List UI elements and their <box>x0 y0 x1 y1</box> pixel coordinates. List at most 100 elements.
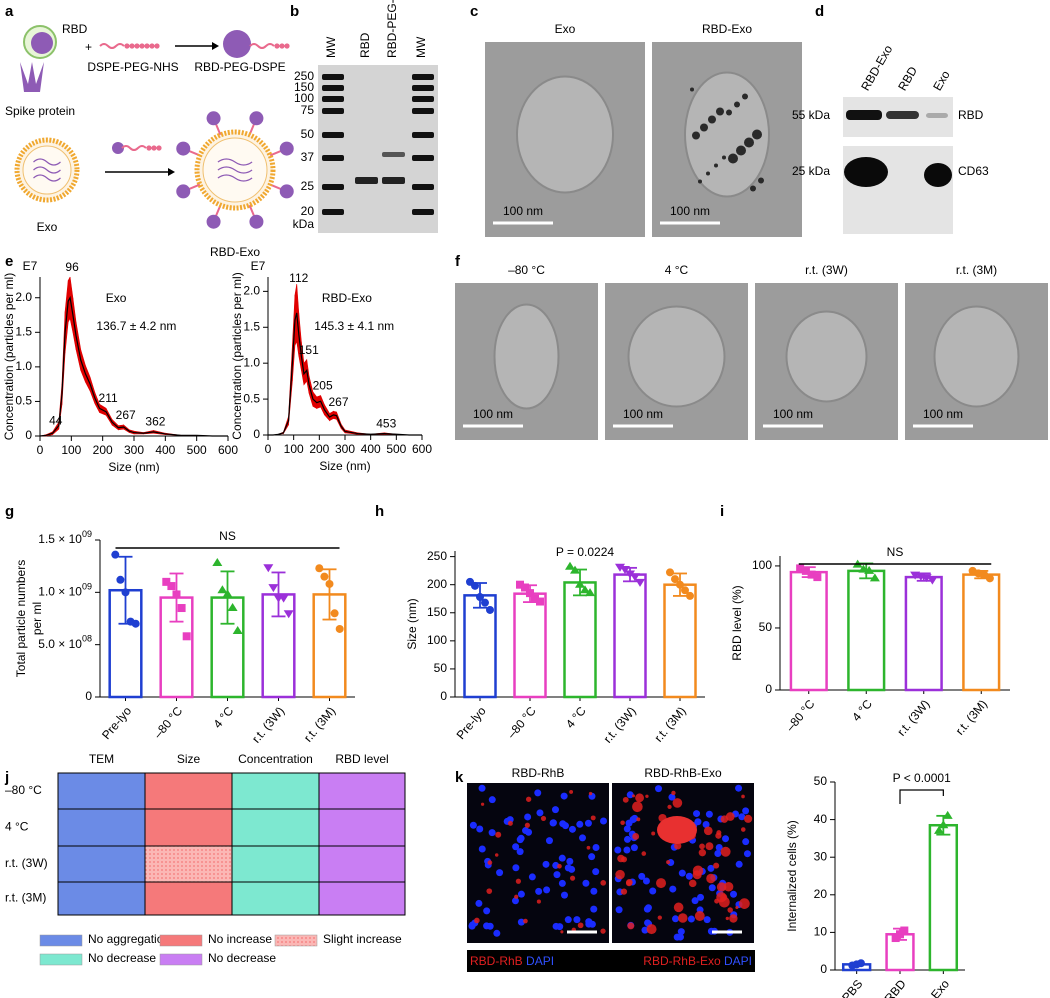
nucleus <box>623 825 631 833</box>
plus-sign: + <box>85 40 92 54</box>
size-label: 55 kDa <box>792 108 830 122</box>
data-point <box>212 558 223 567</box>
peak-label: 44 <box>49 414 63 428</box>
spike-rbd <box>206 111 221 126</box>
spike-rbd <box>176 141 191 156</box>
data-point <box>615 563 625 572</box>
spike-rbd <box>176 184 191 199</box>
rhb-signal <box>560 930 564 934</box>
x-tick-label: r.t. (3M) <box>651 704 688 745</box>
conjugate-label: RBD-PEG-DSPE <box>194 60 285 74</box>
scale-label: 100 nm <box>670 204 710 218</box>
ladder-band <box>412 96 434 102</box>
rhb-signal <box>706 873 716 884</box>
unit-label: kDa <box>293 217 315 231</box>
legend-label: No decrease <box>208 951 276 965</box>
data-point <box>131 619 140 628</box>
rhb-signal <box>515 878 521 884</box>
nucleus <box>626 791 634 799</box>
rhb-signal <box>703 826 713 836</box>
linker-icon <box>134 43 140 49</box>
conjugate-chain <box>279 43 285 49</box>
panel-letter: k <box>455 769 464 786</box>
particle-image <box>728 153 738 164</box>
grid-cell <box>231 881 320 916</box>
rhb-signal <box>495 831 502 838</box>
data-point <box>864 565 875 574</box>
legend-label: Slight increase <box>323 932 402 946</box>
nucleus <box>564 916 572 924</box>
peak-label: 96 <box>65 260 79 274</box>
legend-swatch <box>39 953 83 966</box>
data-point <box>268 584 279 593</box>
tick-label: 20 <box>814 887 828 901</box>
column-header: Concentration <box>238 752 313 766</box>
panel-letter: j <box>4 769 9 786</box>
legend-swatch <box>159 953 203 966</box>
rhb-signal <box>615 869 625 880</box>
nucleus <box>697 893 705 901</box>
linker-icon <box>149 43 155 49</box>
nucleus <box>592 844 600 852</box>
spike-stem <box>20 62 44 92</box>
conjugate-chain <box>274 43 280 49</box>
peak-label: 205 <box>313 379 333 393</box>
nucleus <box>483 922 491 930</box>
nucleus <box>735 784 743 792</box>
x-tick-label: –80 °C <box>783 697 818 734</box>
particle-image <box>752 129 762 140</box>
rhb-signal <box>620 888 628 895</box>
rhb-signal <box>600 928 606 934</box>
data-point <box>182 632 191 641</box>
data-line <box>39 295 228 437</box>
bar <box>904 575 943 692</box>
nucleus <box>553 871 561 879</box>
data-point <box>676 580 684 589</box>
data-point <box>536 597 544 606</box>
rhb-signal <box>627 922 635 930</box>
rhb-signal <box>525 796 532 802</box>
particle-image <box>758 177 764 184</box>
caption: RBD-RhB DAPI <box>470 954 554 968</box>
data-point <box>869 573 880 582</box>
nucleus <box>644 904 652 912</box>
nucleus <box>568 825 576 833</box>
rhb-signal <box>632 801 643 813</box>
nucleus <box>496 869 504 877</box>
gel <box>318 65 438 233</box>
rna <box>33 158 61 166</box>
tick-label: 200 <box>93 443 113 457</box>
rhb-signal <box>621 856 628 863</box>
linker-icon <box>99 43 125 49</box>
x-tick-label: r.t. (3W) <box>249 704 287 746</box>
nucleus <box>599 817 607 825</box>
peak-label: 211 <box>99 391 118 405</box>
rhb-signal <box>569 875 576 881</box>
row-label: r.t. (3M) <box>5 891 46 905</box>
nucleus <box>625 819 633 827</box>
rhb-signal <box>641 851 647 856</box>
rhb-signal <box>744 814 753 823</box>
row-label: –80 °C <box>5 783 42 797</box>
grid-cell <box>57 881 146 916</box>
rbd-label: RBD <box>62 22 88 36</box>
lane-label: RBD <box>358 32 372 58</box>
nucleus <box>714 850 722 858</box>
lane-label: RBD <box>895 64 920 93</box>
rhb-signal <box>741 794 745 799</box>
nucleus <box>536 809 544 817</box>
bar <box>613 573 647 699</box>
nucleus <box>730 890 738 898</box>
nucleus <box>558 879 566 887</box>
tick-label: 50 <box>759 620 773 634</box>
nucleus <box>511 897 519 905</box>
tick-exponent: 09 <box>82 582 92 592</box>
linker-icon <box>139 43 145 49</box>
blot-band <box>846 110 882 120</box>
data-point <box>938 820 949 829</box>
image-title: RBD-Exo <box>702 22 752 36</box>
rhb-signal <box>725 916 729 921</box>
grid-cell <box>144 808 233 847</box>
nucleus <box>582 879 590 887</box>
data-point <box>232 626 243 635</box>
